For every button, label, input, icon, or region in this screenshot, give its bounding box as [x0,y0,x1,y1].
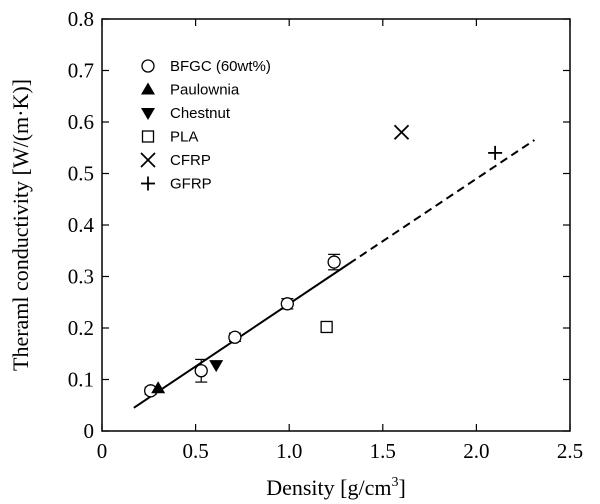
legend-marker [141,59,155,73]
x-tick-label: 0 [97,439,108,463]
data-point [194,364,208,378]
data-point [327,255,341,269]
circle-marker [194,364,208,378]
triangle-down-marker [209,360,224,373]
data-point [320,320,333,334]
y-axis-label: Theraml conductivity [W/(m·K)] [8,79,33,371]
triangle-up-marker [141,82,155,95]
y-tick-label: 0.6 [68,110,94,134]
ticks-layer: 0 0.5 1.0 1.5 2.0 2.5 0 0.1 0.2 0.3 0.4 0.5 0.6 0.7 0.… [68,7,583,463]
x-axis-label-superscript: 3 [391,475,398,490]
y-tick-label: 0.7 [68,59,94,83]
y-tick-label: 0.1 [68,368,94,392]
data-point [393,124,410,140]
triangle-up-marker [151,381,166,394]
points-layer [144,124,503,398]
x-tick-label: 2.5 [557,439,583,463]
x-tick-label: 0.5 [182,439,208,463]
y-tick-label: 0.3 [68,265,94,289]
y-tick-label: 0.4 [68,213,95,237]
legend-label: BFGC (60wt%) [170,58,271,75]
circle-marker [141,59,155,73]
legend-label: Chestnut [170,105,231,122]
circle-marker [280,297,294,311]
legend-marker [141,130,155,143]
circle-marker [228,330,242,344]
fit-layer [133,139,535,409]
y-tick-label: 0.5 [68,162,94,186]
y-tick-label: 0.2 [68,316,94,340]
square-marker [141,130,155,143]
x-axis-label-main: Density [g/cm [266,475,391,500]
fit-line-solid [133,262,350,409]
legend-item: Chestnut [141,105,231,122]
legend-marker [141,108,155,120]
legend-item: CFRP [140,152,211,169]
y-tick-label: 0.8 [68,7,94,31]
legend-label: Paulownia [170,82,240,99]
legend-marker [141,82,155,95]
x-marker-stroke [393,124,410,140]
x-axis-label: Density [g/cm3] [266,475,406,500]
legend-marker [140,152,156,168]
legend-item: PLA [141,129,198,146]
legend-marker [141,176,155,191]
data-point [488,145,503,160]
data-point [280,297,294,311]
legend-item: Paulownia [141,82,240,99]
data-point [151,381,166,394]
x-tick-label: 1.5 [370,439,396,463]
data-point [228,330,242,344]
legend-item: GFRP [141,176,212,193]
legend-label: CFRP [170,152,211,169]
data-point [209,360,224,373]
x-tick-label: 1.0 [276,439,302,463]
legend-label: GFRP [170,176,212,193]
x-axis-label-suffix: ] [398,475,405,500]
fit-line-dashed [348,139,535,265]
square-marker [320,320,333,334]
x-tick-label: 2.0 [463,439,489,463]
x-marker-stroke [140,152,156,168]
legend-item: BFGC (60wt%) [141,58,271,75]
legend: BFGC (60wt%) Paulownia Chestnut PLA CFRP GFRP [140,58,271,193]
triangle-down-marker [141,108,155,120]
circle-marker [327,255,341,269]
y-tick-label: 0 [84,419,95,443]
legend-label: PLA [170,129,198,146]
